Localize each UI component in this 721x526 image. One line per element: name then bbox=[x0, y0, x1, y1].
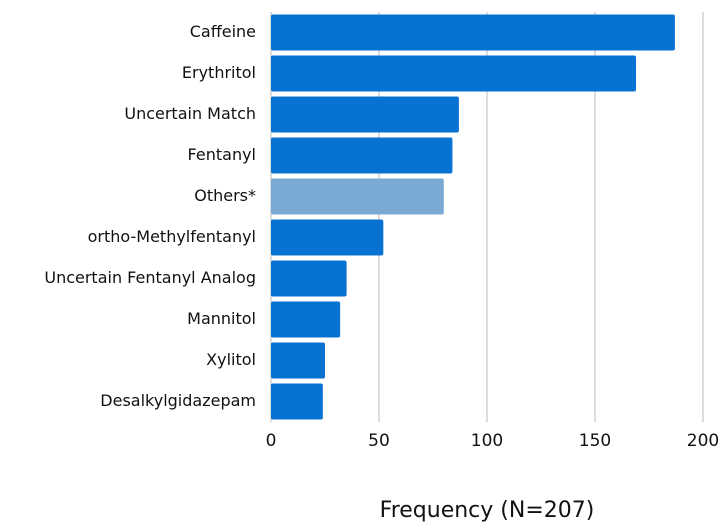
bar bbox=[271, 55, 637, 92]
y-tick-label: Fentanyl bbox=[188, 145, 256, 164]
bar bbox=[271, 301, 341, 338]
y-tick-label: Caffeine bbox=[190, 22, 256, 41]
x-axis-label: Frequency (N=207) bbox=[380, 498, 595, 523]
bar bbox=[271, 178, 444, 215]
y-tick-label: Uncertain Match bbox=[124, 104, 256, 123]
x-tick-label: 150 bbox=[579, 431, 611, 451]
y-tick-label: Uncertain Fentanyl Analog bbox=[44, 268, 256, 287]
x-tick-label: 100 bbox=[471, 431, 503, 451]
y-tick-label: ortho-Methylfentanyl bbox=[88, 227, 256, 246]
x-tick-label: 200 bbox=[687, 431, 719, 451]
y-tick-label: Desalkylgidazepam bbox=[100, 391, 256, 410]
bar bbox=[271, 137, 453, 174]
bar bbox=[271, 14, 675, 51]
bar bbox=[271, 96, 459, 133]
y-tick-label: Others* bbox=[194, 186, 256, 205]
bar bbox=[271, 219, 384, 256]
bar bbox=[271, 342, 325, 379]
bar bbox=[271, 260, 347, 297]
y-tick-label: Mannitol bbox=[187, 309, 256, 328]
x-tick-label: 50 bbox=[368, 431, 390, 451]
y-tick-label: Xylitol bbox=[206, 350, 256, 369]
y-tick-label: Erythritol bbox=[182, 63, 256, 82]
x-tick-label: 0 bbox=[266, 431, 277, 451]
bar bbox=[271, 383, 323, 420]
